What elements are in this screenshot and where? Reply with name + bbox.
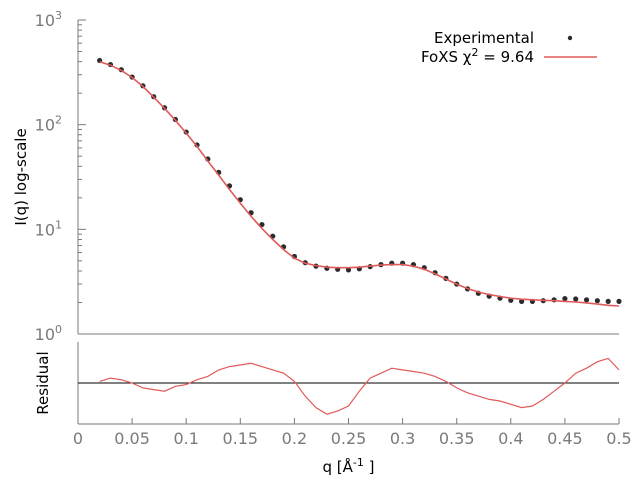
legend-label-experimental: Experimental bbox=[434, 29, 534, 47]
experimental-point bbox=[583, 297, 590, 303]
x-tick-label: 0.5 bbox=[606, 429, 631, 448]
y-tick-label: 101 bbox=[35, 218, 62, 239]
y-tick-label: 103 bbox=[35, 9, 62, 30]
y-tick-label: 100 bbox=[35, 323, 62, 344]
residual-line bbox=[99, 357, 620, 415]
x-tick-label: 0.1 bbox=[173, 429, 198, 448]
x-tick-label: 0.45 bbox=[547, 429, 583, 448]
experimental-point bbox=[345, 267, 352, 273]
x-tick-label: 0.3 bbox=[390, 429, 415, 448]
x-tick-label: 0.4 bbox=[498, 429, 523, 448]
main-y-axis-title: I(q) log-scale bbox=[12, 128, 30, 225]
x-tick-label: 0.2 bbox=[282, 429, 307, 448]
foxs-fit-line bbox=[99, 60, 620, 307]
experimental-point bbox=[594, 298, 600, 304]
experimental-point bbox=[605, 298, 611, 304]
legend-label-foxs: FoXS χ2 = 9.64 bbox=[421, 46, 534, 66]
main-panel: 100 101 102 103 I(q) log-scale bbox=[12, 9, 622, 344]
legend-marker-experimental bbox=[567, 35, 573, 41]
x-tick-label: 0 bbox=[73, 429, 83, 448]
x-axis-title: q [Å-1 ] bbox=[323, 456, 375, 476]
experimental-point bbox=[562, 295, 568, 302]
residual-y-axis-title: Residual bbox=[34, 351, 52, 414]
x-tick-label: 0.15 bbox=[222, 429, 258, 448]
y-tick-label: 102 bbox=[35, 114, 62, 135]
residual-panel: Residual 0 0.05 0.1 0.15 0.2 0.25 0.3 0.35 0.4 0.4… bbox=[34, 342, 632, 476]
x-tick-label: 0.05 bbox=[114, 429, 150, 448]
experimental-point bbox=[616, 298, 622, 304]
experimental-point bbox=[573, 296, 579, 302]
x-tick-label: 0.35 bbox=[439, 429, 475, 448]
x-tick-label: 0.25 bbox=[331, 429, 367, 448]
